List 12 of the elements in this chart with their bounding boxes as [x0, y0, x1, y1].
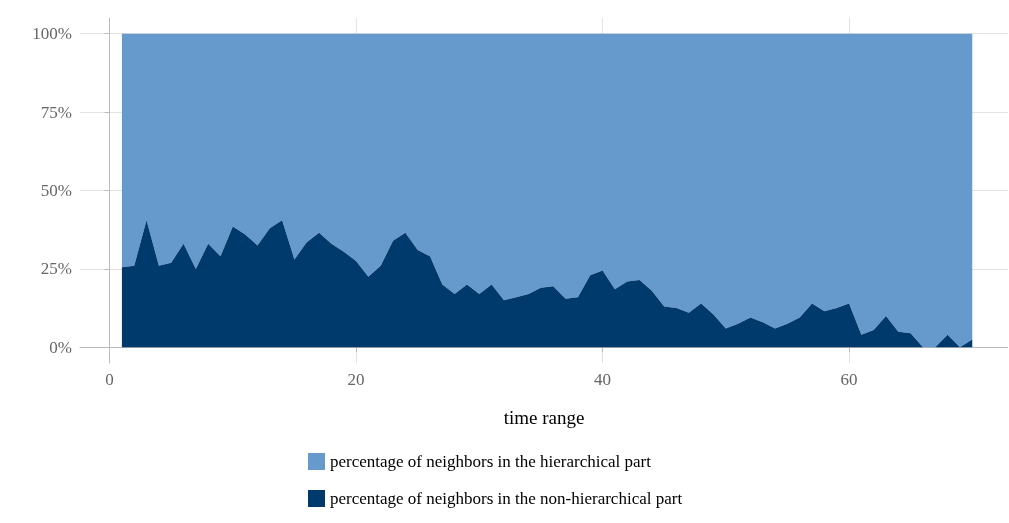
- y-tick-label: 50%: [40, 181, 72, 200]
- x-tick-label: 0: [105, 370, 114, 389]
- y-tick-label: 25%: [40, 259, 72, 279]
- legend-label: percentage of neighbors in the hierarchical part: [330, 452, 652, 471]
- y-tick-label: 100%: [32, 24, 72, 44]
- legend-label: percentage of neighbors in the non-hierarchical part: [330, 489, 683, 508]
- y-tick-label: 0%: [49, 337, 72, 357]
- x-tick-label: 40: [594, 370, 612, 389]
- x-tick-label: 20: [347, 370, 365, 389]
- x-axis-title: time range: [503, 407, 585, 428]
- x-tick-label: 60: [840, 370, 858, 389]
- y-tick-label: 75%: [40, 102, 72, 122]
